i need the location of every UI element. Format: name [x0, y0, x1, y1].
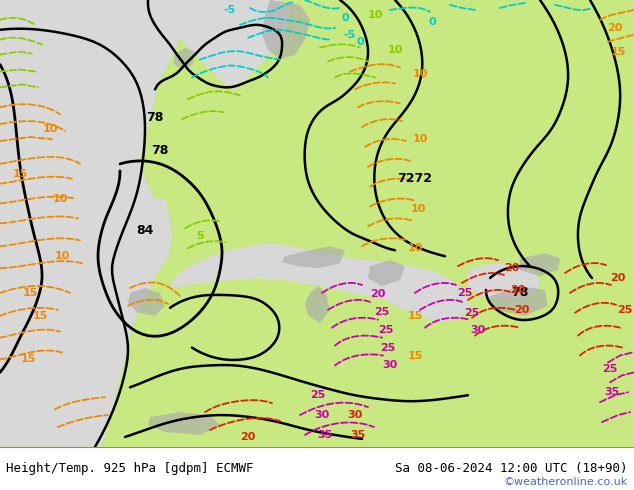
Text: ©weatheronline.co.uk: ©weatheronline.co.uk — [503, 477, 628, 487]
Text: 25: 25 — [464, 308, 480, 318]
Text: 25: 25 — [602, 365, 618, 374]
Text: 10: 10 — [387, 45, 403, 55]
Text: 30: 30 — [470, 325, 486, 335]
Text: 20: 20 — [370, 289, 385, 299]
Text: 0: 0 — [356, 37, 364, 47]
Text: 78: 78 — [146, 111, 164, 123]
Text: 15: 15 — [32, 311, 48, 321]
Text: 25: 25 — [618, 305, 633, 315]
Text: 25: 25 — [374, 307, 390, 317]
Text: 7272: 7272 — [398, 172, 432, 185]
Text: 25: 25 — [378, 325, 394, 335]
Text: 20: 20 — [504, 263, 520, 273]
Text: 25: 25 — [380, 343, 396, 353]
Text: 15: 15 — [407, 350, 423, 361]
Text: 0: 0 — [428, 17, 436, 27]
Text: 15: 15 — [22, 288, 37, 298]
Text: 78: 78 — [152, 145, 169, 157]
Text: 10: 10 — [412, 70, 428, 79]
Text: 5: 5 — [196, 231, 204, 242]
Text: 10: 10 — [55, 251, 70, 261]
Text: 10: 10 — [53, 194, 68, 204]
Text: 20: 20 — [510, 285, 526, 295]
Text: 35: 35 — [351, 430, 366, 440]
Text: 10: 10 — [367, 10, 383, 20]
Text: 78: 78 — [511, 287, 529, 299]
Text: 20: 20 — [607, 23, 623, 33]
Text: 15: 15 — [12, 169, 28, 179]
Text: Sa 08-06-2024 12:00 UTC (18+90): Sa 08-06-2024 12:00 UTC (18+90) — [395, 462, 628, 475]
Text: 10: 10 — [410, 203, 425, 214]
Text: 20: 20 — [240, 432, 256, 442]
Text: -5: -5 — [224, 5, 236, 15]
Text: 25: 25 — [310, 390, 326, 400]
Text: 84: 84 — [136, 224, 153, 237]
Text: 10: 10 — [412, 134, 428, 144]
Text: 30: 30 — [314, 410, 330, 420]
Text: Height/Temp. 925 hPa [gdpm] ECMWF: Height/Temp. 925 hPa [gdpm] ECMWF — [6, 462, 254, 475]
Text: 30: 30 — [382, 361, 398, 370]
Text: -5: -5 — [344, 30, 356, 40]
Text: 20: 20 — [611, 273, 626, 283]
Text: 15: 15 — [407, 311, 423, 321]
Text: 30: 30 — [347, 410, 363, 420]
Text: 0: 0 — [341, 13, 349, 23]
Text: 10: 10 — [42, 124, 58, 134]
Text: 15: 15 — [611, 47, 626, 57]
Text: 35: 35 — [604, 387, 619, 397]
Text: 20: 20 — [514, 305, 529, 315]
Text: 25: 25 — [457, 288, 473, 298]
Text: 15: 15 — [20, 354, 36, 365]
Text: 10: 10 — [407, 243, 423, 253]
Text: 35: 35 — [318, 430, 333, 440]
